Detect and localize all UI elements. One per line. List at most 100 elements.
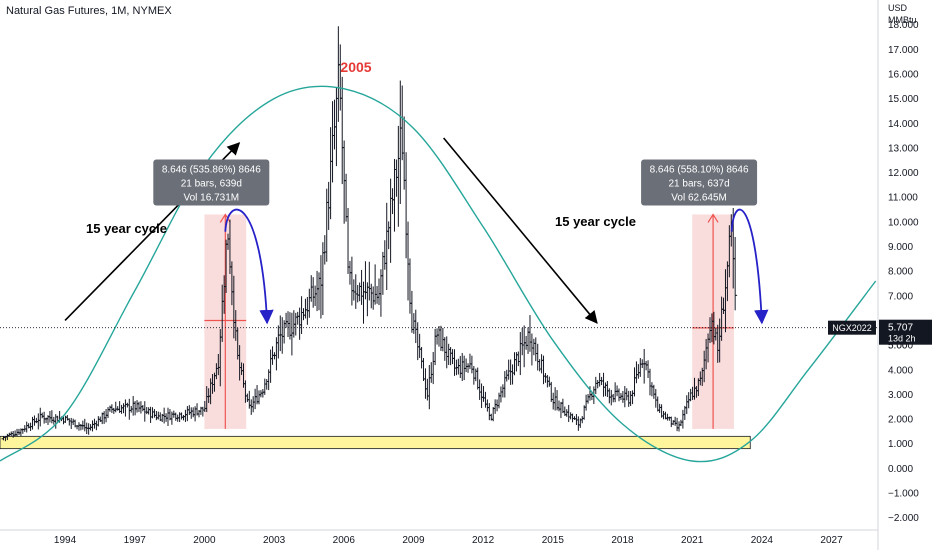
ohlc-bar — [152, 409, 157, 418]
ohlc-bar — [400, 85, 405, 161]
ohlc-bar — [448, 347, 453, 366]
down-trend-arrow — [443, 137, 598, 324]
ohlc-bar — [580, 416, 585, 424]
x-tick-label: 1994 — [54, 535, 77, 546]
ohlc-bar — [688, 388, 693, 402]
ohlc-bar — [677, 421, 682, 432]
y-tick-label: 10.000 — [888, 217, 919, 228]
ohlc-bar — [115, 406, 120, 411]
ohlc-bar — [493, 399, 498, 414]
y-tick-label: 17.000 — [888, 45, 919, 56]
ohlc-bar — [527, 315, 532, 352]
ohlc-bar — [560, 398, 565, 414]
measure-2-label-bars: 21 bars, 637d — [668, 178, 729, 189]
ohlc-bar — [609, 389, 614, 406]
x-tick-label: 2018 — [611, 535, 634, 546]
ohlc-bar — [512, 352, 517, 376]
ohlc-bar — [541, 355, 546, 385]
ohlc-bar — [376, 278, 381, 306]
ohlc-bar — [328, 127, 333, 220]
unit-currency: USD — [888, 3, 908, 13]
ohlc-bar — [353, 274, 358, 309]
ohlc-bar — [150, 407, 155, 419]
ohlc-bar — [355, 285, 360, 303]
y-tick-label: 11.000 — [888, 193, 918, 204]
ohlc-bar — [258, 390, 263, 398]
ohlc-bar — [551, 392, 556, 410]
ohlc-bar — [136, 401, 141, 413]
ohlc-bar — [67, 418, 72, 426]
measure-1-label-bars: 21 bars, 639d — [181, 178, 242, 189]
ohlc-bar — [189, 407, 194, 419]
ohlc-bar — [557, 400, 562, 412]
ohlc-bar — [286, 311, 291, 337]
y-tick-label: −2.000 — [888, 513, 919, 524]
ohlc-bar — [417, 333, 422, 358]
ohlc-bar — [520, 327, 525, 356]
measure-1-label-box — [153, 159, 270, 206]
ohlc-bar — [603, 382, 608, 397]
ohlc-bar — [437, 326, 441, 347]
ohlc-bar — [96, 416, 101, 427]
cycle-label-left: 15 year cycle — [86, 221, 167, 236]
series-name-tag-text: NGX2022 — [832, 323, 872, 333]
ohlc-bar — [344, 173, 349, 222]
ohlc-bar — [301, 308, 306, 321]
ohlc-bar — [367, 261, 372, 301]
ohlc-bar — [47, 411, 52, 423]
peak-year-label: 2005 — [340, 59, 371, 75]
ohlc-bar — [169, 411, 174, 425]
ohlc-bar — [351, 279, 356, 301]
ohlc-bar — [185, 406, 190, 422]
y-tick-label: 15.000 — [888, 94, 919, 105]
ohlc-bar — [444, 336, 449, 369]
cycle-label-right: 15 year cycle — [555, 214, 636, 229]
ohlc-bar — [553, 387, 558, 411]
ohlc-bar — [363, 261, 368, 300]
support-zone — [0, 435, 751, 450]
ohlc-bar — [628, 390, 633, 407]
ohlc-bar — [49, 410, 54, 424]
ohlc-bar — [531, 338, 536, 356]
ohlc-bar — [309, 275, 314, 302]
ohlc-bar — [653, 389, 658, 408]
ohlc-bar — [359, 269, 364, 305]
ohlc-bar — [533, 337, 538, 362]
cycle-layer — [0, 85, 877, 463]
x-tick-label: 2009 — [402, 535, 425, 546]
ohlc-bar — [299, 296, 304, 335]
ohlc-bar — [624, 388, 629, 401]
annotation-layer: 8.646 (535.86%) 8646 21 bars, 639d Vol 16.… — [0, 59, 878, 329]
ohlc-bar — [518, 332, 523, 376]
ohlc-bar — [522, 325, 527, 368]
ohlc-bar — [543, 373, 548, 383]
ohlc-bar — [396, 125, 401, 227]
ohlc-bar — [404, 152, 409, 259]
y-tick-label: 7.000 — [888, 291, 913, 302]
ohlc-bar — [481, 386, 486, 402]
ohlc-bar — [458, 355, 463, 378]
ohlc-bar — [253, 388, 258, 410]
ohlc-bar — [276, 325, 281, 359]
x-tick-label: 2012 — [472, 535, 495, 546]
ohlc-bar — [278, 315, 283, 352]
ohlc-bar — [419, 346, 424, 369]
ohlc-bar — [121, 403, 126, 414]
ohlc-bar — [684, 395, 689, 415]
ohlc-bar — [510, 364, 515, 385]
ohlc-bar — [497, 392, 502, 409]
unit-measure: MMBtu — [888, 15, 917, 25]
ohlc-bar — [146, 407, 151, 415]
ohlc-bar — [620, 390, 625, 403]
ohlc-bar — [34, 417, 39, 424]
ohlc-bar — [340, 76, 345, 185]
ohlc-bar — [576, 416, 581, 431]
measure-2-label-volume: Vol 62.645M — [671, 192, 727, 203]
ohlc-bar — [82, 418, 87, 432]
ohlc-bar — [613, 382, 618, 403]
ohlc-bar — [630, 390, 635, 405]
measure-2-label-change: 8.646 (558.10%) 8646 — [650, 164, 749, 175]
ohlc-bar — [647, 368, 652, 396]
ohlc-bar — [597, 372, 602, 387]
